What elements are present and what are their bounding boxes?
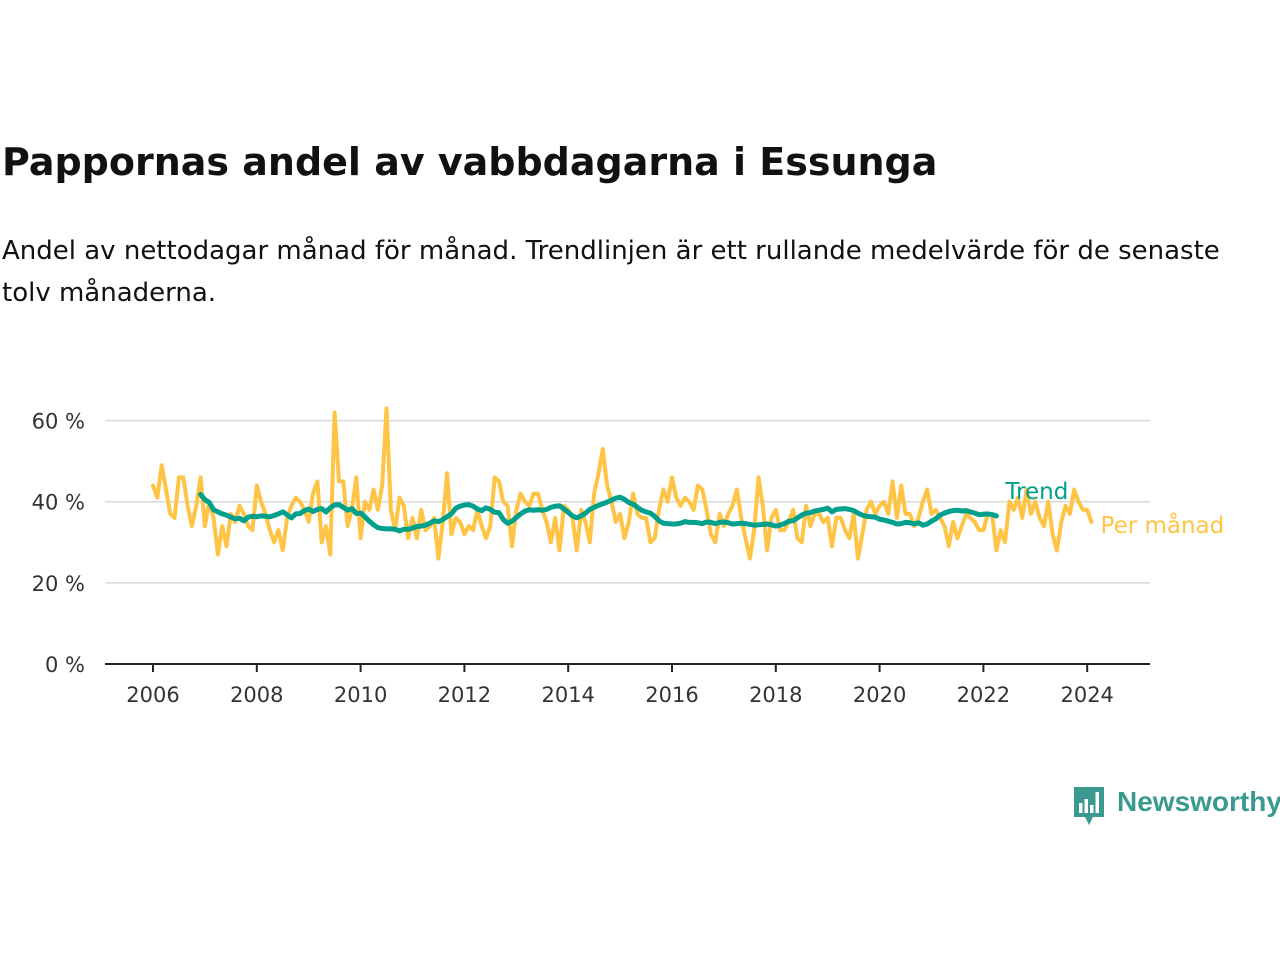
x-tick-label: 2010 bbox=[334, 683, 387, 707]
x-tick-label: 2020 bbox=[853, 683, 906, 707]
newsworthy-logo-text: Newsworthy bbox=[1117, 786, 1280, 817]
chart-subtitle: Andel av nettodagar månad för månad. Tre… bbox=[2, 236, 1220, 308]
trend-series-line bbox=[198, 491, 999, 534]
newsworthy-logo-icon bbox=[1074, 787, 1104, 825]
legend: Trend Per månad bbox=[1004, 479, 1224, 539]
x-tick-label: 2022 bbox=[957, 683, 1010, 707]
y-tick-label: 60 % bbox=[32, 410, 85, 434]
x-tick-label: 2016 bbox=[645, 683, 698, 707]
y-tick-label: 0 % bbox=[45, 653, 85, 677]
x-tick-label: 2008 bbox=[230, 683, 283, 707]
legend-label-monthly: Per månad bbox=[1101, 511, 1225, 539]
monthly-series-line bbox=[151, 406, 1094, 561]
y-tick-label: 20 % bbox=[32, 572, 85, 596]
series-layer bbox=[151, 406, 1094, 561]
x-tick-label: 2012 bbox=[438, 683, 491, 707]
y-axis-ticks: 0 % 20 % 40 % 60 % bbox=[32, 410, 85, 677]
x-tick-label: 2018 bbox=[749, 683, 802, 707]
x-tick-label: 2014 bbox=[541, 683, 594, 707]
legend-label-trend: Trend bbox=[1004, 479, 1068, 505]
chart-title: Pappornas andel av vabbdagarna i Essunga bbox=[2, 140, 938, 184]
x-axis: 2006 2008 2010 2012 2014 2016 2018 2020 2022 2024 bbox=[105, 663, 1150, 707]
y-tick-label: 40 % bbox=[32, 491, 85, 515]
x-tick-label: 2024 bbox=[1060, 683, 1113, 707]
newsworthy-logo: Newsworthy bbox=[1072, 785, 1280, 827]
x-tick-label: 2006 bbox=[126, 683, 179, 707]
